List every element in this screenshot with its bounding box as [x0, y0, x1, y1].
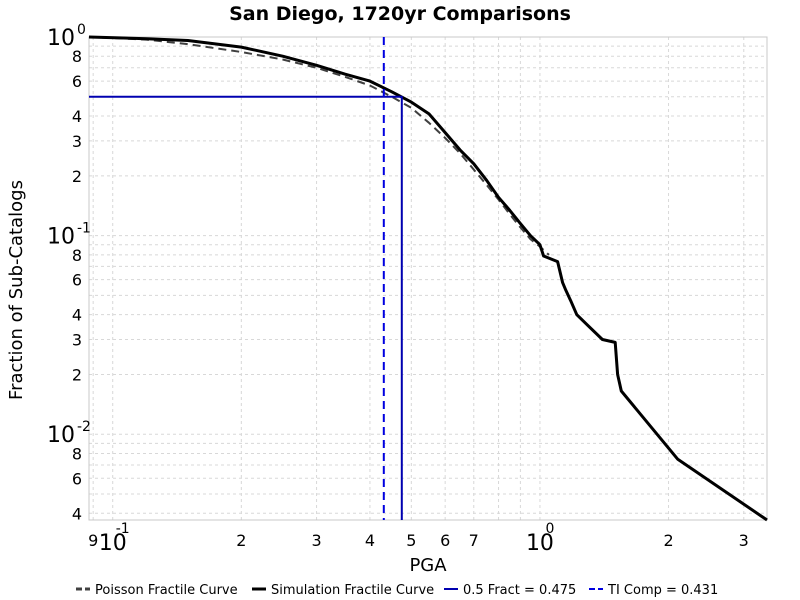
y-tick-exponent: 0 — [77, 22, 86, 38]
y-tick-exponent: -1 — [77, 221, 91, 237]
x-tick-label: 4 — [365, 531, 375, 550]
y-tick-label: 10 — [47, 225, 75, 250]
y-tick-label: 3 — [72, 132, 82, 151]
series-line — [88, 35, 768, 522]
y-tick-label: 2 — [72, 365, 82, 384]
legend-label: Poisson Fractile Curve — [95, 583, 238, 598]
y-tick-label: 10 — [47, 423, 75, 448]
y-tick-label: 8 — [72, 246, 82, 265]
x-tick-label: 9 — [88, 531, 98, 550]
y-tick-label: 3 — [72, 330, 82, 349]
legend-label: 0.5 Fract = 0.475 — [463, 583, 576, 598]
x-tick-exponent: 0 — [545, 521, 554, 537]
grid — [89, 37, 767, 520]
series-layer — [88, 35, 768, 522]
series-line — [89, 95, 403, 520]
x-tick-label: 3 — [739, 531, 749, 550]
plot-area — [88, 36, 768, 521]
y-tick-label: 4 — [72, 306, 82, 325]
y-tick-label: 8 — [72, 444, 82, 463]
y-tick-label: 6 — [72, 271, 82, 290]
y-tick-label: 6 — [72, 469, 82, 488]
legend-label: TI Comp = 0.431 — [607, 583, 718, 598]
legend-label: Simulation Fractile Curve — [271, 583, 434, 598]
x-tick-label: 3 — [311, 531, 321, 550]
y-tick-label: 6 — [72, 72, 82, 91]
x-tick-label: 7 — [469, 531, 479, 550]
y-tick-label: 4 — [72, 504, 82, 523]
x-axis-label: PGA — [409, 555, 447, 576]
series-line — [88, 36, 550, 256]
y-axis-label: Fraction of Sub-Catalogs — [6, 180, 27, 400]
x-tick-label: 2 — [236, 531, 246, 550]
y-tick-label: 8 — [72, 47, 82, 66]
x-tick-label: 10 — [99, 531, 127, 556]
x-tick-label: 2 — [663, 531, 673, 550]
x-tick-label: 6 — [440, 531, 450, 550]
y-tick-label: 10 — [47, 26, 75, 51]
y-tick-exponent: -2 — [77, 419, 91, 435]
legend: Poisson Fractile Curve Simulation Fractil… — [76, 583, 718, 598]
y-tick-label: 2 — [72, 167, 82, 186]
x-tick-label: 5 — [406, 531, 416, 550]
x-tick-exponent: -1 — [116, 521, 130, 537]
y-tick-label: 4 — [72, 107, 82, 126]
chart-title: San Diego, 1720yr Comparisons — [229, 3, 571, 25]
x-tick-label: 10 — [526, 531, 554, 556]
